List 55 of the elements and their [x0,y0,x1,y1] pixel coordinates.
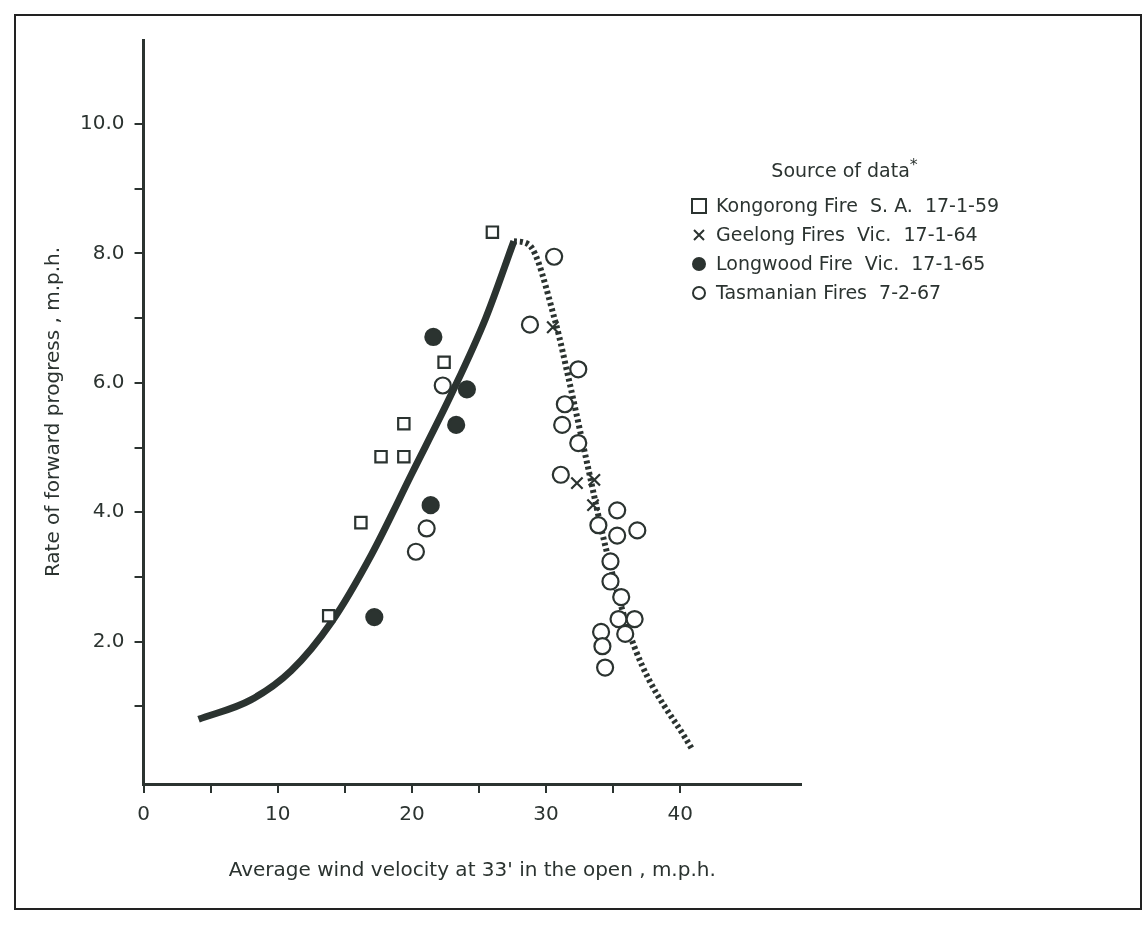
point [551,465,570,484]
x-tick-label: 10 [264,801,291,826]
point [545,247,564,266]
point [569,433,588,453]
point [546,320,560,335]
y-axis-title: Rate of forward progress , m.p.h. [40,246,65,578]
point [570,476,584,490]
y-tick-label: 8.0 [92,239,125,264]
x-axis-title: Average wind velocity at 33' in the open , m.p.h. [228,857,716,882]
point [457,380,476,399]
x-tick-label: 40 [667,801,693,826]
point [520,315,540,334]
point [365,607,384,627]
point [625,609,644,629]
point [417,519,436,538]
y-tick-label: 10.0 [80,110,125,135]
point [616,624,635,644]
point [406,542,426,561]
x-tick-label: 20 [399,801,425,826]
point [601,572,620,591]
point [447,415,466,435]
point [609,609,628,629]
point [354,515,368,530]
point [321,609,336,623]
point [596,658,615,677]
point [433,376,452,395]
y-tick-label: 6.0 [92,369,125,394]
point [437,355,451,369]
point [485,225,500,239]
point [424,327,443,347]
point [589,516,608,535]
legend-title: Source of data$^{*}$ [770,154,919,184]
point [587,473,602,487]
point [397,449,411,464]
point [421,496,440,515]
point [553,415,572,435]
legend-label: Longwood Fire Vic. 17-1-65 [716,251,986,277]
point [612,587,631,607]
point [555,395,574,414]
legend-label: Kongorong Fire S. A. 17-1-59 [716,193,1000,219]
legend-label: Tasmanian Fires 7-2-67 [716,280,942,306]
point [608,526,627,545]
point [569,360,588,379]
y-tick-label: 2.0 [92,627,125,652]
point [608,501,627,520]
point [628,521,647,540]
point [601,552,620,571]
y-tick-label: 4.0 [92,498,125,523]
point [586,498,600,512]
point [397,416,411,431]
x-tick-label: 0 [137,801,150,826]
point [593,637,612,656]
legend-label: Geelong Fires Vic. 17-1-64 [716,222,978,248]
point [374,449,388,464]
x-tick-label: 30 [533,801,559,826]
